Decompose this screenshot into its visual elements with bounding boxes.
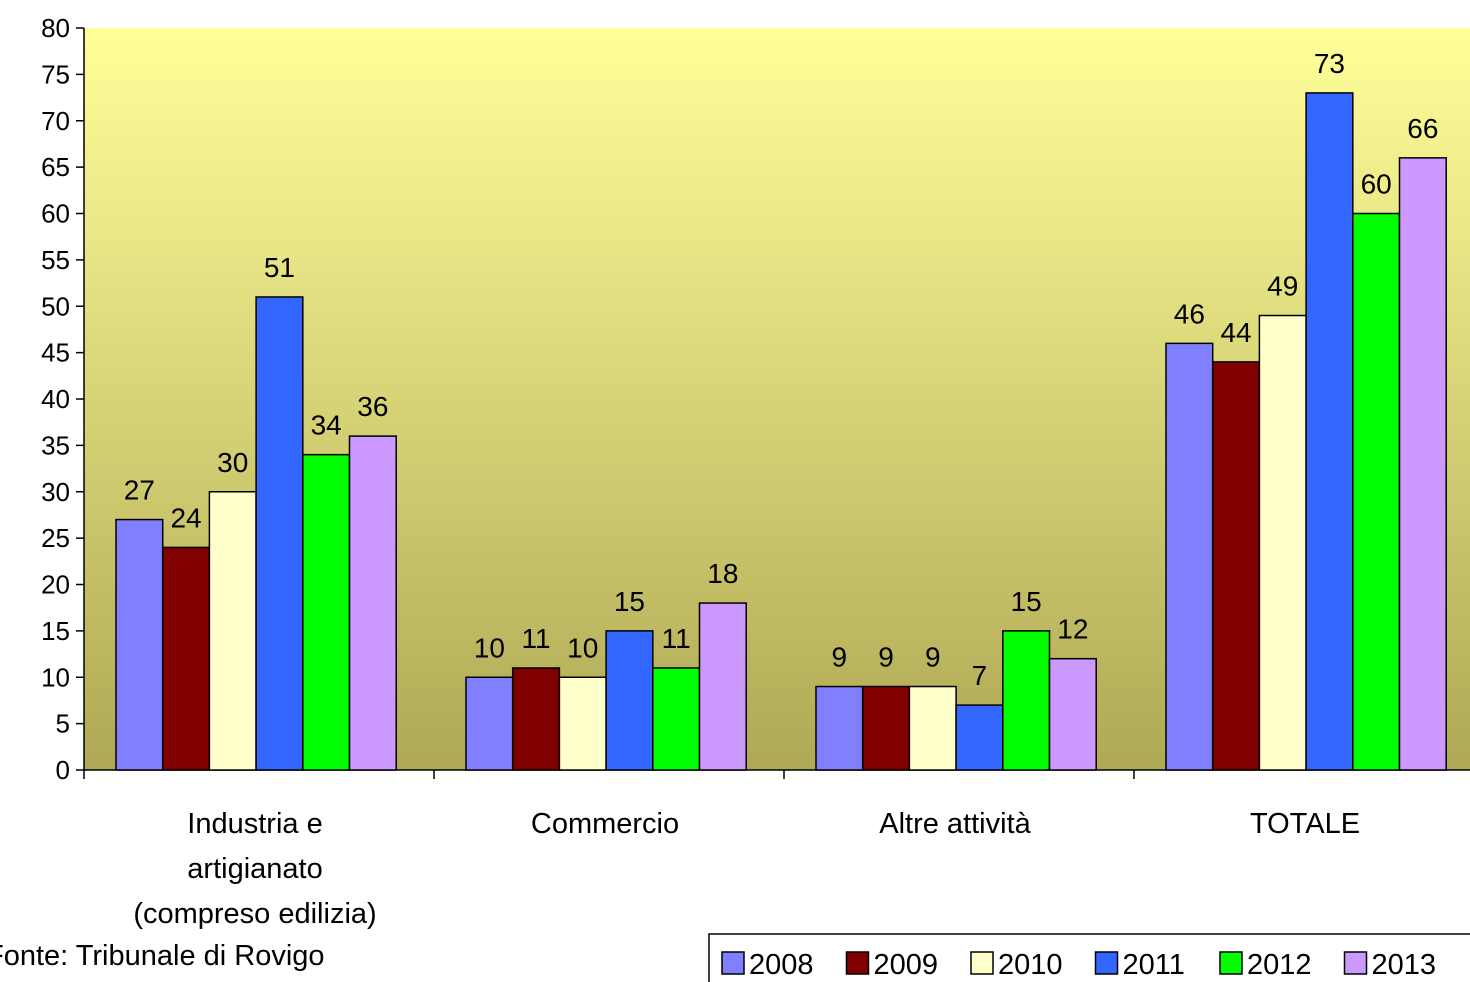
data-label: 51: [264, 252, 295, 283]
bar-2012: [1002, 630, 1051, 771]
bar-2012: [1352, 212, 1401, 771]
bar-2010: [208, 491, 257, 771]
bar-2011: [605, 630, 654, 771]
data-label: 36: [357, 391, 388, 422]
data-label: 66: [1407, 113, 1438, 144]
data-label: 12: [1057, 614, 1088, 645]
bar-2013: [698, 602, 747, 771]
category-label: (compreso edilizia): [133, 898, 376, 930]
data-label: 10: [567, 632, 598, 663]
data-label: 49: [1267, 271, 1298, 302]
data-label: 24: [170, 502, 201, 533]
legend-box: [708, 933, 1470, 982]
y-tick-label: 20: [41, 570, 70, 600]
data-label: 73: [1314, 48, 1345, 79]
legend: 2008 2009 2010 2011 2012 2013: [708, 933, 1470, 982]
legend-swatch-2012: [1219, 951, 1243, 975]
x-axis: [83, 769, 1470, 779]
y-tick-label: 50: [41, 291, 70, 321]
bar-2011: [255, 296, 304, 771]
category-label: TOTALE: [1250, 808, 1360, 840]
bar-2008: [115, 518, 164, 771]
data-label: 15: [1011, 586, 1042, 617]
y-tick-label: 45: [41, 338, 70, 368]
legend-swatch-2013: [1343, 951, 1368, 975]
data-label: 34: [311, 410, 342, 441]
bar-2009: [861, 685, 911, 771]
legend-swatch-2010: [970, 951, 994, 975]
legend-label: 2008: [749, 949, 814, 981]
bar-2008: [1165, 342, 1214, 771]
data-label: 10: [474, 632, 505, 663]
bar-2009: [511, 667, 561, 771]
data-label: 9: [878, 642, 894, 673]
legend-label: 2009: [874, 949, 939, 981]
bar-2010: [1258, 314, 1307, 771]
category-label: Altre attività: [879, 808, 1031, 840]
y-tick-label: 75: [41, 59, 70, 89]
y-tick-label: 0: [56, 755, 70, 785]
bar-2009: [1211, 361, 1261, 771]
legend-swatch-2008: [721, 951, 745, 975]
data-label: 11: [522, 623, 551, 654]
y-tick-label: 65: [41, 152, 70, 182]
category-label: Commercio: [531, 808, 679, 840]
y-tick-label: 55: [41, 245, 70, 275]
data-label: 60: [1361, 169, 1392, 200]
bar-2010: [908, 685, 957, 771]
data-label: 9: [832, 642, 848, 673]
legend-label: 2011: [1123, 949, 1185, 981]
y-tick-label: 5: [56, 709, 70, 739]
data-label: 27: [124, 475, 155, 506]
data-label: 18: [707, 558, 738, 589]
bar-2013: [348, 435, 397, 771]
y-tick-label: 15: [41, 616, 70, 646]
legend-label: 2010: [998, 949, 1063, 981]
legend-swatch-2011: [1094, 951, 1119, 975]
bar-2012: [302, 453, 351, 771]
y-tick-label: 10: [41, 662, 70, 692]
bars: [115, 92, 1447, 771]
category-labels: Industria e artigianato (compreso edilizia…: [133, 808, 1360, 930]
data-label: 7: [972, 660, 988, 691]
bar-2013: [1048, 657, 1097, 771]
data-label: 44: [1220, 317, 1251, 348]
y-tick-label: 80: [41, 13, 70, 43]
bar-2013: [1398, 157, 1447, 771]
y-tick-label: 25: [41, 523, 70, 553]
bar-2011: [955, 704, 1004, 771]
data-label: 46: [1174, 298, 1205, 329]
y-tick-label: 40: [41, 384, 70, 414]
bar-2012: [652, 667, 701, 771]
source-note: Fonte: Tribunale di Rovigo: [0, 940, 325, 972]
bar-2008: [815, 685, 864, 771]
category-label: Industria e: [187, 808, 322, 840]
y-tick-label: 60: [41, 199, 70, 229]
data-label: 15: [614, 586, 645, 617]
legend-swatch-2009: [845, 951, 870, 975]
y-tick-label: 70: [41, 106, 70, 136]
data-label: 11: [662, 623, 691, 654]
data-label: 9: [925, 642, 941, 673]
bar-2010: [558, 676, 607, 771]
bar-2009: [161, 546, 211, 771]
category-label: artigianato: [187, 853, 322, 885]
legend-label: 2013: [1372, 949, 1437, 981]
legend-label: 2012: [1247, 949, 1312, 981]
y-tick-label: 30: [41, 477, 70, 507]
y-axis: 0 5 10 15 20 25 30 35 40 45 50 55 60 65 70 75 80: [41, 13, 85, 785]
bar-2011: [1305, 92, 1354, 771]
y-tick-label: 35: [41, 430, 70, 460]
bar-2008: [465, 676, 514, 771]
data-label: 30: [217, 447, 248, 478]
